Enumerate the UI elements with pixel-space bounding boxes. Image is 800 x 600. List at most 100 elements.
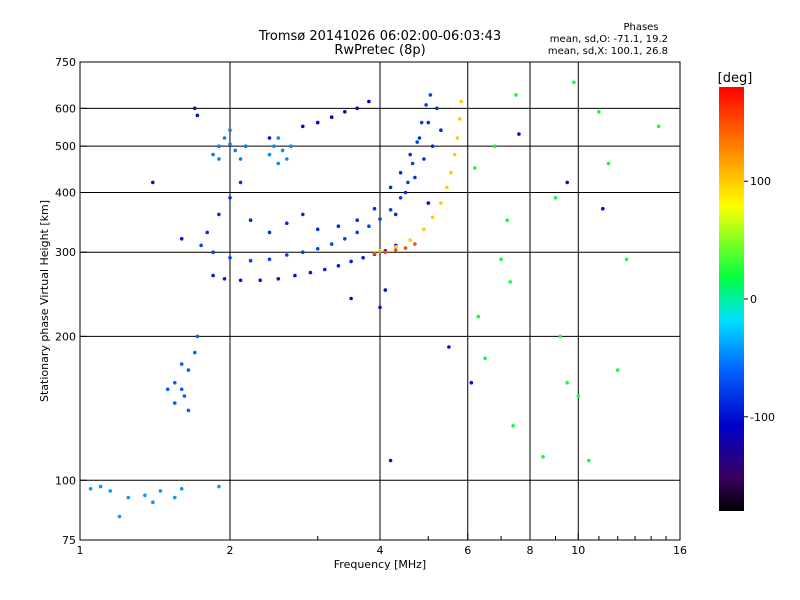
data-point	[505, 218, 510, 222]
data-point	[217, 484, 221, 489]
data-point	[426, 201, 431, 205]
data-point	[476, 314, 481, 319]
data-point	[517, 132, 521, 136]
x-tick-label: 4	[377, 544, 384, 557]
data-point	[151, 500, 155, 505]
colorbar	[719, 87, 744, 511]
data-point	[398, 196, 403, 200]
data-point	[367, 99, 371, 104]
data-point	[415, 140, 420, 144]
x-axis-label: Frequency [MHz]	[334, 558, 426, 571]
data-point	[336, 264, 341, 268]
data-point	[276, 161, 281, 166]
data-point	[158, 489, 163, 493]
data-point	[233, 148, 238, 153]
x-tick-label: 10	[571, 544, 585, 557]
data-point	[511, 424, 515, 428]
data-point	[238, 278, 243, 283]
data-point	[413, 242, 417, 246]
data-point	[601, 206, 605, 211]
data-point	[452, 152, 457, 157]
data-point	[186, 408, 191, 413]
chart-subtitle: RwPretec (8p)	[334, 43, 425, 58]
x-tick-label: 16	[673, 544, 687, 557]
data-point	[217, 144, 221, 148]
data-point	[378, 217, 382, 221]
data-point	[143, 493, 147, 498]
data-point	[315, 247, 320, 251]
data-point	[493, 144, 497, 148]
data-point	[199, 243, 203, 248]
data-point	[553, 196, 558, 200]
data-point	[193, 106, 197, 111]
data-point	[173, 380, 177, 385]
data-point	[173, 401, 177, 405]
data-point	[349, 296, 353, 301]
data-point	[413, 175, 417, 180]
data-point	[329, 115, 334, 119]
data-point	[179, 387, 184, 392]
data-point	[393, 248, 398, 252]
data-point	[439, 128, 443, 132]
data-point	[388, 458, 393, 463]
data-point	[301, 250, 305, 254]
data-point	[410, 161, 415, 166]
data-point	[430, 215, 435, 220]
x-tick-label: 1	[77, 544, 84, 557]
data-point	[483, 356, 487, 361]
data-point	[406, 180, 410, 185]
data-point	[329, 242, 334, 246]
data-point	[403, 246, 408, 250]
data-point	[361, 255, 365, 260]
data-point	[285, 157, 289, 161]
data-point	[179, 362, 184, 366]
data-point	[398, 170, 403, 175]
data-point	[179, 487, 184, 491]
data-point	[336, 224, 341, 228]
x-tick-label: 6	[464, 544, 471, 557]
data-point	[565, 380, 569, 385]
colorbar-tick-label: -100	[750, 411, 775, 424]
colorbar-tick-label: 0	[750, 293, 757, 306]
data-point	[656, 124, 661, 129]
data-point	[248, 258, 253, 263]
data-point	[388, 185, 393, 190]
data-point	[343, 110, 347, 114]
data-point	[117, 514, 122, 519]
stats-x-line: mean, sd,X: 100.1, 26.8	[548, 46, 668, 57]
data-point	[267, 230, 272, 235]
data-point	[243, 144, 248, 148]
data-point	[217, 157, 221, 161]
y-axis-label: Stationary phase Virtual Height [km]	[38, 200, 51, 402]
data-point	[439, 201, 443, 205]
colorbar-label: [deg]	[718, 71, 753, 86]
data-point	[272, 144, 276, 148]
data-point	[408, 152, 413, 157]
chart-title: Tromsø 20141026 06:02:00-06:03:43	[258, 29, 501, 44]
data-point	[455, 136, 460, 140]
data-point	[195, 113, 200, 118]
colorbar-tick-label: 100	[750, 175, 771, 188]
data-point	[587, 458, 591, 463]
data-point	[419, 120, 424, 125]
y-tick-label: 75	[62, 534, 76, 547]
data-point	[541, 455, 545, 459]
data-point	[289, 144, 293, 148]
data-point	[378, 249, 382, 253]
data-point	[285, 221, 289, 225]
data-point	[222, 136, 227, 140]
data-point	[355, 218, 360, 222]
data-point	[558, 334, 562, 339]
data-point	[193, 350, 197, 355]
data-point	[280, 148, 285, 153]
data-point	[349, 259, 353, 264]
data-point	[435, 106, 439, 111]
data-point	[576, 394, 581, 398]
x-tick-label: 8	[527, 544, 534, 557]
data-point	[343, 237, 347, 241]
data-point	[228, 142, 232, 146]
data-point	[211, 250, 215, 254]
data-point	[383, 288, 388, 292]
data-point	[222, 277, 227, 281]
